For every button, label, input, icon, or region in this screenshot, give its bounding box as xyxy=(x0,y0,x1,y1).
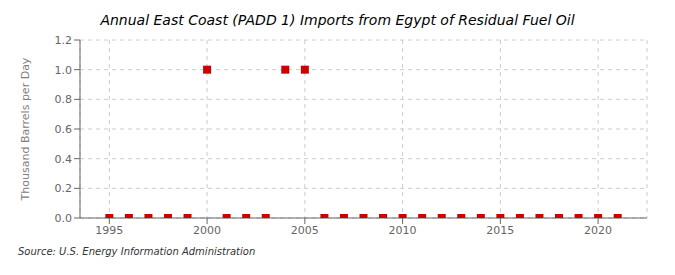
svg-text:0.4: 0.4 xyxy=(55,153,73,166)
svg-text:0.0: 0.0 xyxy=(55,212,73,225)
svg-text:1.2: 1.2 xyxy=(55,34,73,47)
svg-text:2010: 2010 xyxy=(389,224,417,237)
svg-text:2015: 2015 xyxy=(486,224,514,237)
html-text:Source: U.S. Energy Informatio: Source: U.S. Energy Information Administ… xyxy=(18,246,256,257)
svg-text:1.0: 1.0 xyxy=(55,64,73,77)
svg-text:2005: 2005 xyxy=(291,224,319,237)
svg-text:0.2: 0.2 xyxy=(55,182,73,195)
svg-text:2020: 2020 xyxy=(584,224,612,237)
svg-text:0.6: 0.6 xyxy=(55,123,73,136)
svg-text:1995: 1995 xyxy=(95,224,123,237)
svg-text:Thousand Barrels per Day: Thousand Barrels per Day xyxy=(19,57,32,201)
svg-text:2000: 2000 xyxy=(193,224,221,237)
html-text:Annual East Coast (PADD 1) Imp: Annual East Coast (PADD 1) Imports from … xyxy=(100,12,575,28)
svg-text:0.8: 0.8 xyxy=(55,93,73,106)
